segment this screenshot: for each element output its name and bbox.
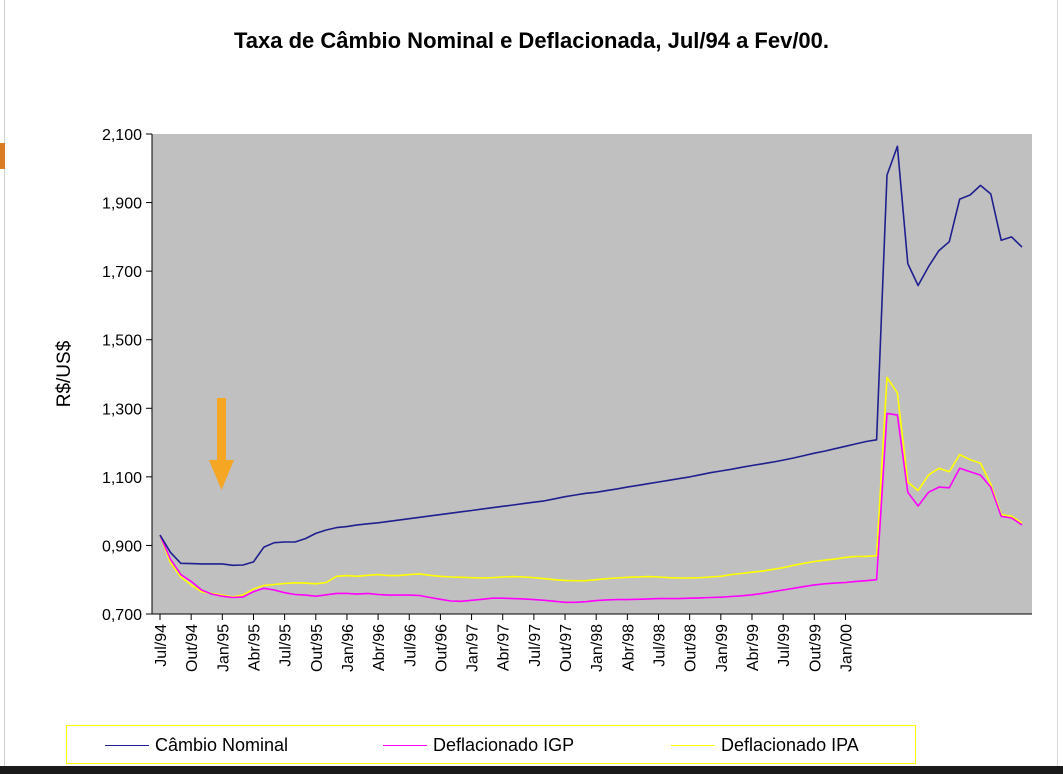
- y-tick-label: 1,500: [102, 333, 142, 350]
- legend-swatch-igp: [383, 744, 427, 746]
- x-tick-label: Out/97: [558, 624, 575, 672]
- slide-left-border: [4, 0, 5, 770]
- arrow-shaft: [217, 398, 226, 460]
- x-tick-label: Jan/95: [215, 624, 232, 672]
- legend-label-ipa: Deflacionado IPA: [721, 734, 859, 755]
- x-tick-label: Out/99: [807, 624, 824, 672]
- chart-title: Taxa de Câmbio Nominal e Deflacionada, J…: [233, 28, 830, 53]
- x-tick-label: Jul/95: [278, 624, 295, 667]
- bottom-frame-bar: [0, 766, 1063, 774]
- slide-right-border: [1057, 0, 1058, 770]
- x-tick-label: Abr/95: [246, 624, 263, 671]
- x-tick-label: Jan/97: [465, 624, 482, 672]
- x-tick-label: Out/96: [433, 624, 450, 672]
- y-axis-ticks: 0,700 0,900 1,100 1,300 1,500 1,700 1,900 2,100: [102, 127, 152, 624]
- x-tick-label: Jul/94: [153, 624, 170, 667]
- series-line-igp: [159, 412, 1023, 604]
- x-tick-label: Jul/99: [776, 624, 793, 667]
- down-arrow-annotation: [209, 398, 234, 490]
- legend-swatch-ipa: [671, 744, 715, 746]
- legend-label-igp: Deflacionado IGP: [433, 734, 575, 755]
- x-tick-label: Jan/00: [838, 624, 855, 672]
- x-axis-ticks: Jul/94 Out/94 Jan/95 Abr/95 Jul/95 Out/95 Jan/…: [153, 614, 855, 672]
- x-tick-label: Abr/96: [371, 624, 388, 671]
- legend-item-igp: Deflacionado IGP: [383, 734, 574, 756]
- series-line-nominal: [159, 145, 1023, 567]
- legend-label-nominal: Câmbio Nominal: [155, 734, 289, 755]
- x-tick-label: Jul/98: [652, 624, 669, 667]
- y-tick-label: 0,900: [102, 538, 142, 555]
- y-axis-label: R$/US$: [54, 340, 75, 407]
- x-tick-label: Jan/98: [589, 624, 606, 672]
- orange-side-marker: [0, 143, 5, 169]
- series-layer: [159, 145, 1023, 604]
- x-tick-label: Jul/97: [527, 624, 544, 667]
- x-tick-label: Out/95: [309, 624, 326, 672]
- x-tick-label: Abr/99: [745, 624, 762, 671]
- legend-swatch-nominal: [105, 744, 149, 746]
- y-tick-label: 1,300: [102, 401, 142, 418]
- y-tick-label: 1,700: [102, 264, 142, 281]
- y-tick-label: 2,100: [102, 127, 142, 144]
- x-tick-label: Abr/97: [496, 624, 513, 671]
- x-tick-label: Out/94: [184, 624, 201, 672]
- series-line-ipa: [159, 376, 1023, 598]
- y-tick-label: 0,700: [102, 607, 142, 624]
- arrow-head: [209, 460, 234, 490]
- chart-legend: Câmbio Nominal Deflacionado IGP Deflacio…: [66, 725, 916, 764]
- x-tick-label: Jan/96: [340, 624, 357, 672]
- y-tick-label: 1,100: [102, 470, 142, 487]
- y-tick-label: 1,900: [102, 196, 142, 213]
- x-tick-label: Out/98: [683, 624, 700, 672]
- legend-item-ipa: Deflacionado IPA: [671, 734, 859, 756]
- legend-item-nominal: Câmbio Nominal: [105, 734, 288, 756]
- x-tick-label: Abr/98: [620, 624, 637, 671]
- x-tick-label: Jan/99: [714, 624, 731, 672]
- x-tick-label: Jul/96: [402, 624, 419, 667]
